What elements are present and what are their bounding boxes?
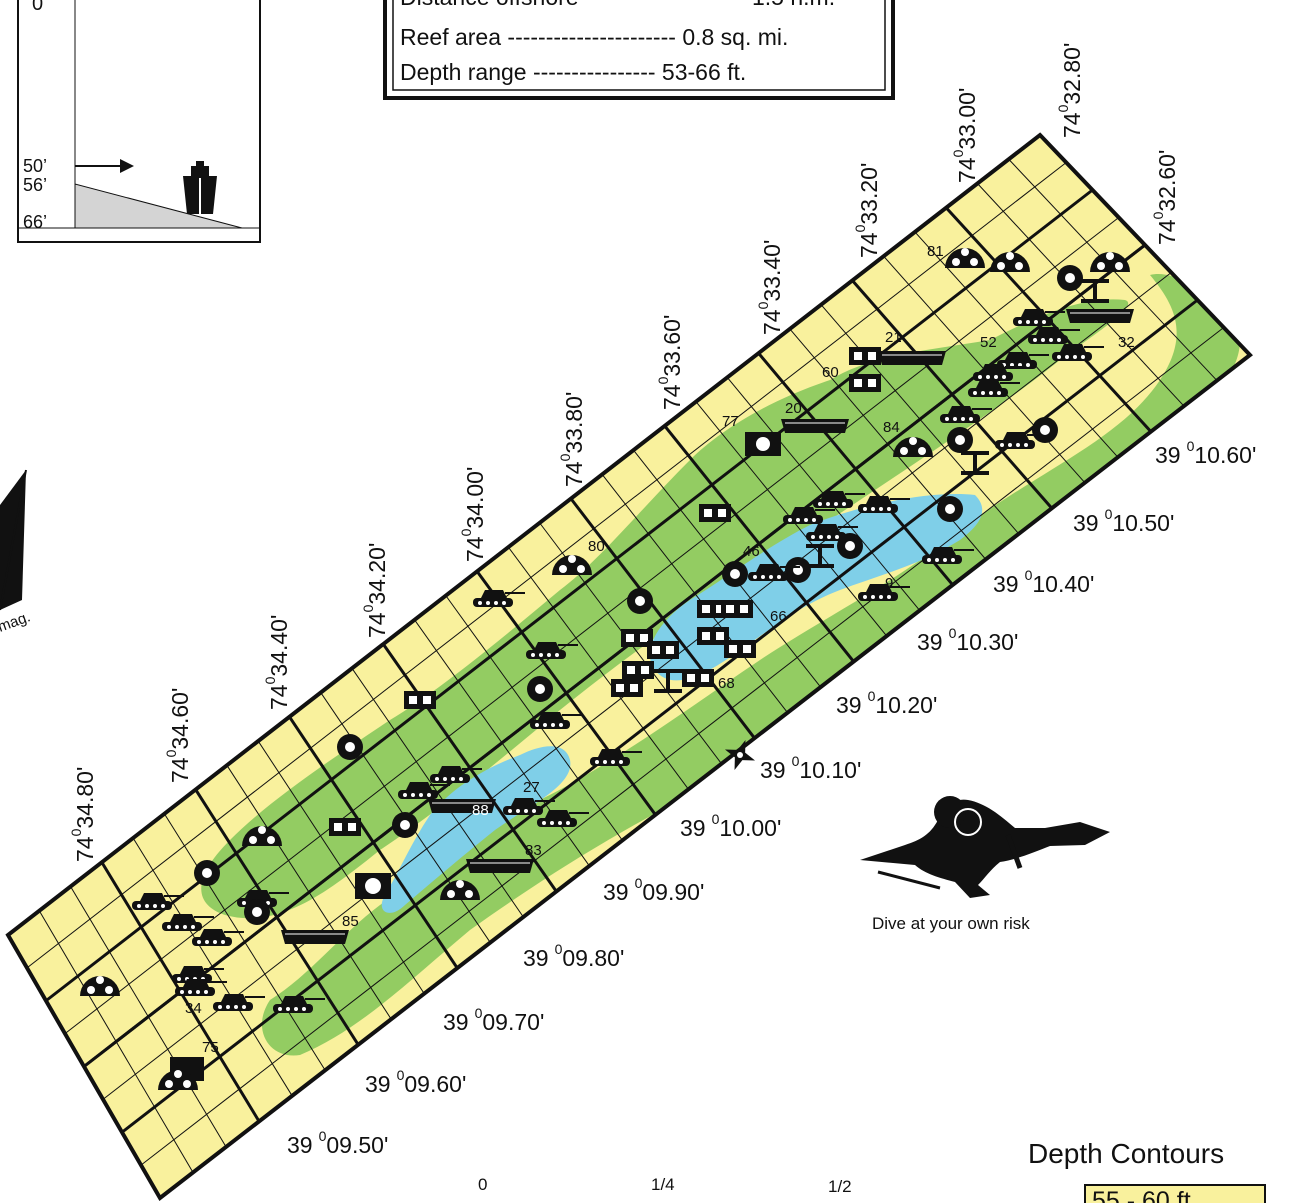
concrete-block-icon	[404, 691, 436, 709]
latitude-label: 39 010.30'	[917, 625, 1018, 655]
barge-icon	[281, 930, 349, 944]
site-number: 85	[342, 913, 359, 930]
concrete-block-icon	[611, 679, 643, 697]
tire-unit-icon	[785, 557, 811, 583]
info-row-depth: Depth range ---------------- 53-66 ft.	[400, 59, 746, 85]
longitude-label: 74033.60'	[655, 315, 685, 410]
depth-mark-56: 56’	[23, 175, 47, 195]
longitude-label: 74034.60'	[163, 688, 193, 783]
latitude-label: 39 009.50'	[287, 1128, 388, 1158]
diver-icon	[860, 796, 1110, 898]
longitude-label: 74034.00'	[458, 467, 488, 562]
legend-entry-shallow: 55 - 60 ft.	[1092, 1187, 1198, 1203]
site-number: 20	[785, 400, 802, 417]
concrete-block-icon	[849, 374, 881, 392]
scale-label-quarter: 1/4	[651, 1175, 675, 1194]
reef-chart: 81 21 52 32 60 20 77 84 80 46 66 68 27 8…	[8, 135, 1250, 1198]
concrete-block-icon	[622, 661, 654, 679]
tire-unit-icon	[337, 734, 363, 760]
longitude-label: 74033.20'	[852, 163, 882, 258]
latitude-label: 39 009.70'	[443, 1005, 544, 1035]
site-number: 9	[885, 575, 893, 592]
tire-unit-icon	[1057, 265, 1083, 291]
latitude-label: 39 010.50'	[1073, 506, 1174, 536]
concrete-block-icon	[721, 600, 753, 618]
concrete-block-icon	[724, 640, 756, 658]
tire-unit-icon	[722, 561, 748, 587]
site-number: 21	[885, 329, 902, 346]
site-number: 80	[588, 538, 605, 555]
barge-icon	[878, 351, 946, 365]
longitude-label: 74032.80'	[1055, 43, 1085, 138]
latitude-label: 39 009.80'	[523, 941, 624, 971]
latitude-label: 39 009.60'	[365, 1067, 466, 1097]
diver-caption: Dive at your own risk	[872, 914, 1030, 933]
site-number: 34	[185, 1000, 202, 1017]
magnetic-north-label: mag.	[0, 608, 33, 635]
site-number: 60	[822, 364, 839, 381]
info-row-area: Reef area ---------------------- 0.8 sq.…	[400, 24, 788, 50]
tire-unit-icon	[627, 588, 653, 614]
site-number: 27	[523, 779, 540, 796]
latitude-label: 39 009.90'	[603, 875, 704, 905]
longitude-label: 74033.00'	[950, 88, 980, 183]
concrete-block-icon	[682, 669, 714, 687]
latitude-label: 39 010.00'	[680, 811, 781, 841]
latitude-label: 39 010.10'	[760, 753, 861, 783]
site-number: 84	[883, 419, 900, 436]
surface-depth-label: 0	[32, 0, 43, 15]
tire-unit-icon	[1032, 417, 1058, 443]
tire-unit-icon	[837, 533, 863, 559]
concrete-block-icon	[329, 818, 361, 836]
longitude-label: 74032.60'	[1150, 150, 1180, 245]
site-number: 75	[202, 1039, 219, 1056]
barge-icon	[466, 859, 534, 873]
concrete-block-icon	[849, 347, 881, 365]
site-number: 32	[1118, 334, 1135, 351]
barge-icon	[781, 419, 849, 433]
longitude-label: 74033.40'	[755, 240, 785, 335]
tire-unit-icon	[937, 496, 963, 522]
tire-unit-icon	[527, 676, 553, 702]
longitude-label: 74033.80'	[557, 392, 587, 487]
depth-mark-50: 50’	[23, 156, 47, 176]
site-number: 46	[743, 543, 760, 560]
longitude-label: 74034.20'	[360, 543, 390, 638]
depth-profile-inset: 0 50’ 56’ 66’	[18, 0, 260, 242]
grid-line	[65, 218, 1119, 1034]
concrete-block-icon	[699, 504, 731, 522]
depth-mark-66: 66’	[23, 212, 47, 232]
tire-unit-icon	[244, 899, 270, 925]
longitude-label: 74034.40'	[262, 615, 292, 710]
scale-bar: 0 1/4 1/2	[478, 1175, 852, 1196]
legend-title: Depth Contours	[1028, 1138, 1224, 1169]
latitude-label: 39 010.20'	[836, 688, 937, 718]
depth-legend: Depth Contours 55 - 60 ft.	[1028, 1138, 1265, 1203]
site-number: 83	[525, 842, 542, 859]
site-number: 68	[718, 675, 735, 692]
longitude-label: 74034.80'	[68, 767, 98, 862]
site-number: 77	[722, 413, 739, 430]
tire-unit-icon	[392, 812, 418, 838]
site-number: 52	[980, 334, 997, 351]
site-number: 66	[770, 608, 787, 625]
barge-icon	[1066, 309, 1134, 323]
site-number: 81	[927, 243, 944, 260]
latitude-label: 39 010.60'	[1155, 438, 1256, 468]
site-number: 88	[472, 802, 489, 819]
reef-info-box: Distance offshore 1.5 n.m. Reef area ---…	[385, 0, 893, 98]
north-arrow-icon: mag.	[0, 470, 33, 636]
concrete-block-icon	[647, 641, 679, 659]
tire-unit-icon	[194, 860, 220, 886]
latitude-label: 39 010.40'	[993, 567, 1094, 597]
scale-label-half: 1/2	[828, 1177, 852, 1196]
tire-unit-icon	[947, 427, 973, 453]
scale-label-0: 0	[478, 1175, 487, 1194]
